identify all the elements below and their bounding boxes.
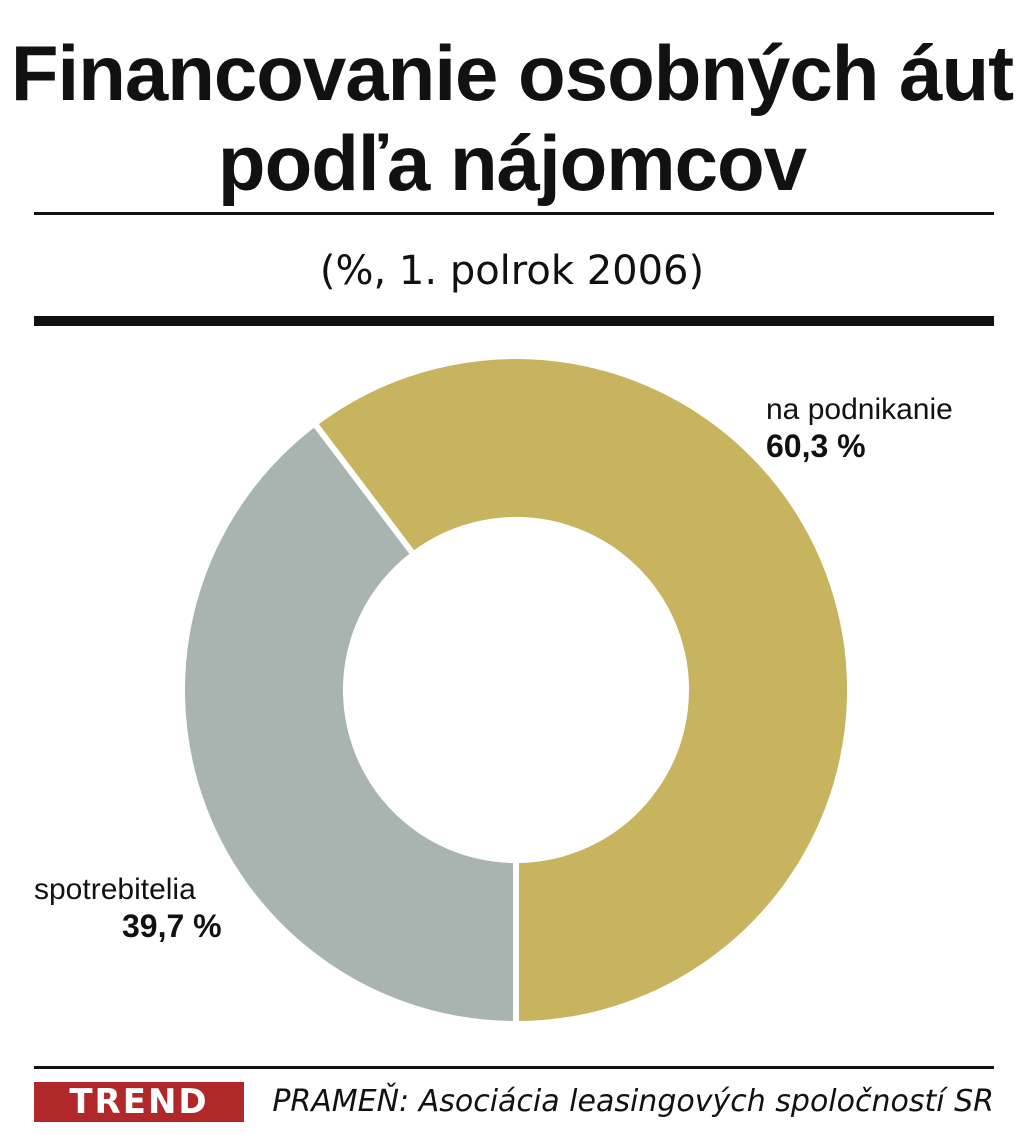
chart-title: Financovanie osobných áut podľa nájomcov: [0, 28, 1024, 208]
label-business-name: na podnikanie: [766, 393, 953, 426]
label-consumers: spotrebitelia 39,7 %: [34, 872, 222, 944]
divider-thick: [34, 316, 994, 326]
slice-business: [310, 353, 853, 1028]
title-line-2: podľa nájomcov: [217, 119, 807, 207]
divider-top: [34, 212, 994, 215]
label-consumers-name: spotrebitelia: [34, 873, 196, 906]
donut-chart: [179, 353, 853, 1028]
source-note: PRAMEŇ: Asociácia leasingových spoločnos…: [272, 1084, 994, 1119]
trend-logo: TREND: [34, 1082, 244, 1122]
divider-bottom: [34, 1066, 994, 1069]
slice-consumers: [179, 419, 519, 1028]
label-business: na podnikanie 60,3 %: [766, 392, 953, 464]
title-line-1: Financovanie osobných áut: [10, 29, 1014, 117]
label-consumers-value: 39,7 %: [122, 908, 222, 944]
chart-subtitle: (%, 1. polrok 2006): [319, 248, 705, 294]
label-business-value: 60,3 %: [766, 428, 866, 464]
